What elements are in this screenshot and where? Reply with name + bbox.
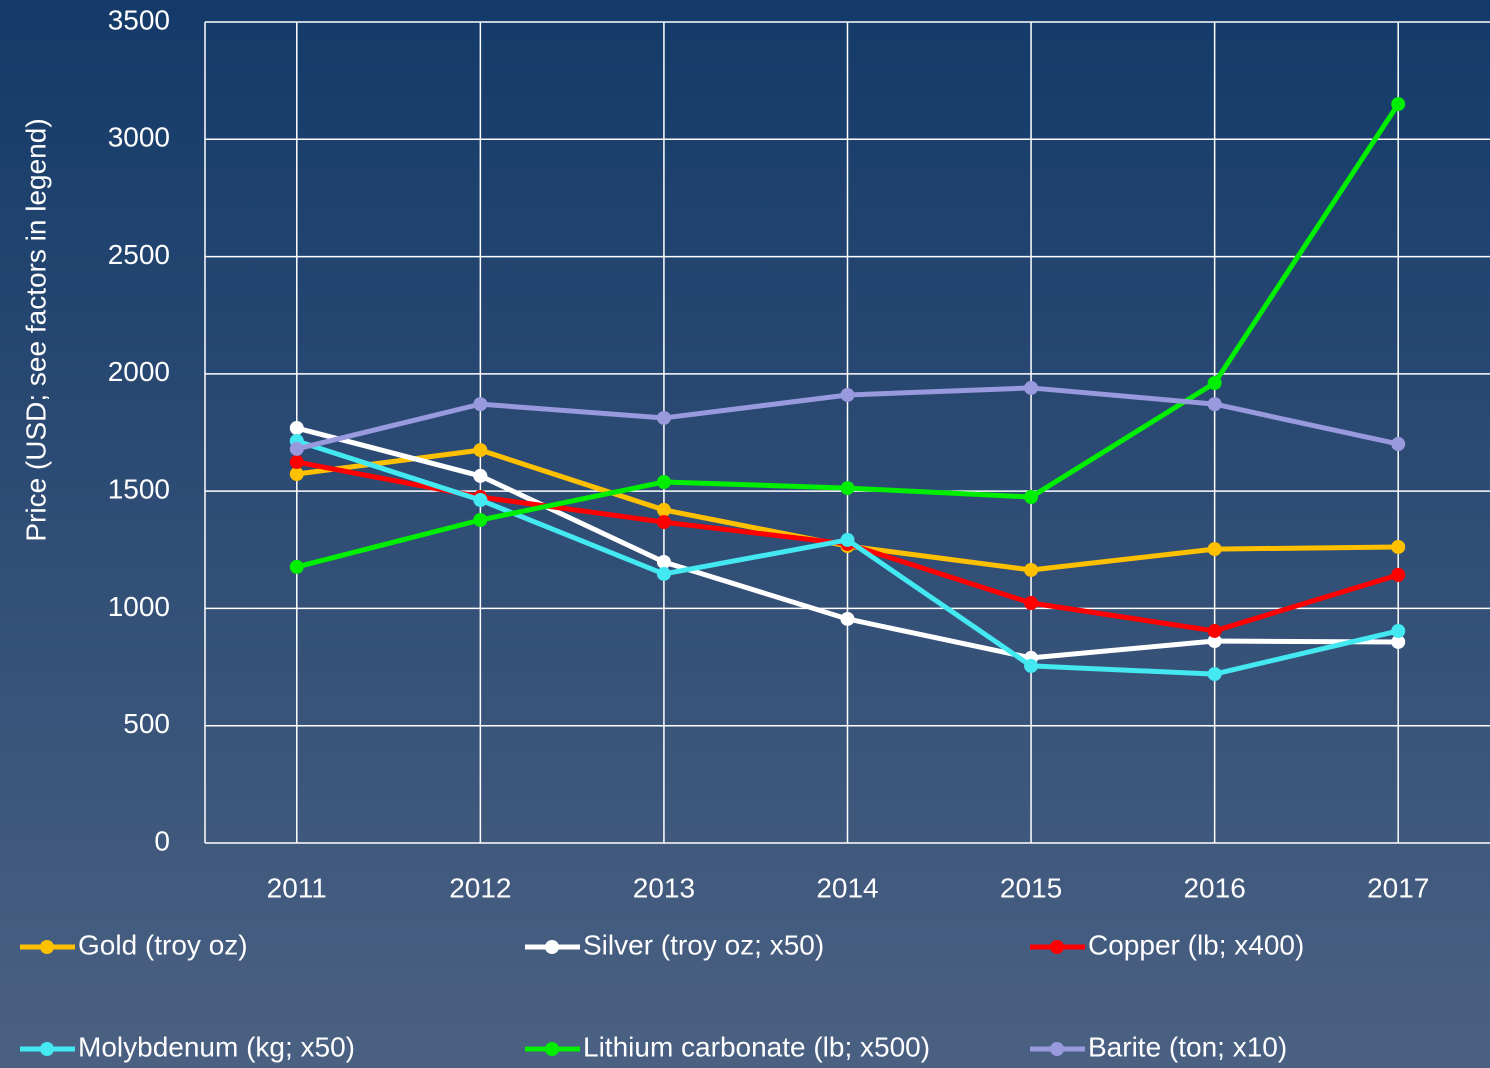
marker — [1207, 634, 1222, 649]
marker — [289, 559, 304, 574]
x-tick-label: 2012 — [449, 872, 511, 903]
marker — [840, 481, 855, 496]
marker — [1391, 539, 1406, 554]
marker — [289, 441, 304, 456]
marker — [1024, 658, 1039, 673]
legend-marker — [40, 1042, 54, 1056]
x-tick-label: 2013 — [633, 872, 695, 903]
y-tick-label: 3000 — [108, 122, 170, 153]
legend-marker — [1050, 1042, 1064, 1056]
legend-marker — [545, 1042, 559, 1056]
legend-marker — [545, 940, 559, 954]
y-axis-label: Price (USD; see factors in legend) — [20, 118, 51, 541]
legend-marker — [1050, 940, 1064, 954]
marker — [473, 397, 488, 412]
y-tick-label: 1000 — [108, 591, 170, 622]
marker — [1024, 562, 1039, 577]
marker — [840, 532, 855, 547]
marker — [1207, 397, 1222, 412]
x-tick-label: 2011 — [267, 872, 327, 903]
y-tick-label: 0 — [154, 825, 170, 856]
legend-label: Gold (troy oz) — [78, 929, 248, 960]
marker — [1207, 667, 1222, 682]
marker — [1391, 623, 1406, 638]
x-tick-label: 2015 — [1000, 872, 1062, 903]
y-tick-label: 500 — [123, 708, 170, 739]
marker — [289, 421, 304, 436]
marker — [473, 443, 488, 458]
marker — [1207, 376, 1222, 391]
marker — [656, 554, 671, 569]
marker — [1391, 634, 1406, 649]
marker — [840, 611, 855, 626]
marker — [656, 410, 671, 425]
legend-label: Silver (troy oz; x50) — [583, 929, 824, 960]
marker — [1024, 596, 1039, 611]
x-tick-label: 2016 — [1183, 872, 1245, 903]
y-tick-label: 2500 — [108, 239, 170, 270]
legend-label: Barite (ton; x10) — [1088, 1031, 1287, 1062]
marker — [289, 467, 304, 482]
marker — [289, 455, 304, 470]
marker — [656, 566, 671, 581]
legend-marker — [40, 940, 54, 954]
legend-label: Molybdenum (kg; x50) — [78, 1031, 355, 1062]
marker — [473, 493, 488, 508]
legend-label: Copper (lb; x400) — [1088, 929, 1304, 960]
marker — [1391, 567, 1406, 582]
marker — [656, 502, 671, 517]
x-tick-label: 2014 — [816, 872, 878, 903]
y-tick-label: 3500 — [108, 4, 170, 35]
y-tick-label: 2000 — [108, 356, 170, 387]
marker — [1207, 623, 1222, 638]
marker — [1207, 542, 1222, 557]
marker — [840, 387, 855, 402]
marker — [656, 515, 671, 530]
marker — [1024, 490, 1039, 505]
marker — [1391, 436, 1406, 451]
marker — [473, 468, 488, 483]
marker — [1391, 97, 1406, 112]
y-tick-label: 1500 — [108, 474, 170, 505]
x-tick-label: 2017 — [1367, 872, 1429, 903]
marker — [1024, 380, 1039, 395]
marker — [656, 474, 671, 489]
marker — [473, 512, 488, 527]
legend-label: Lithium carbonate (lb; x500) — [583, 1031, 930, 1062]
